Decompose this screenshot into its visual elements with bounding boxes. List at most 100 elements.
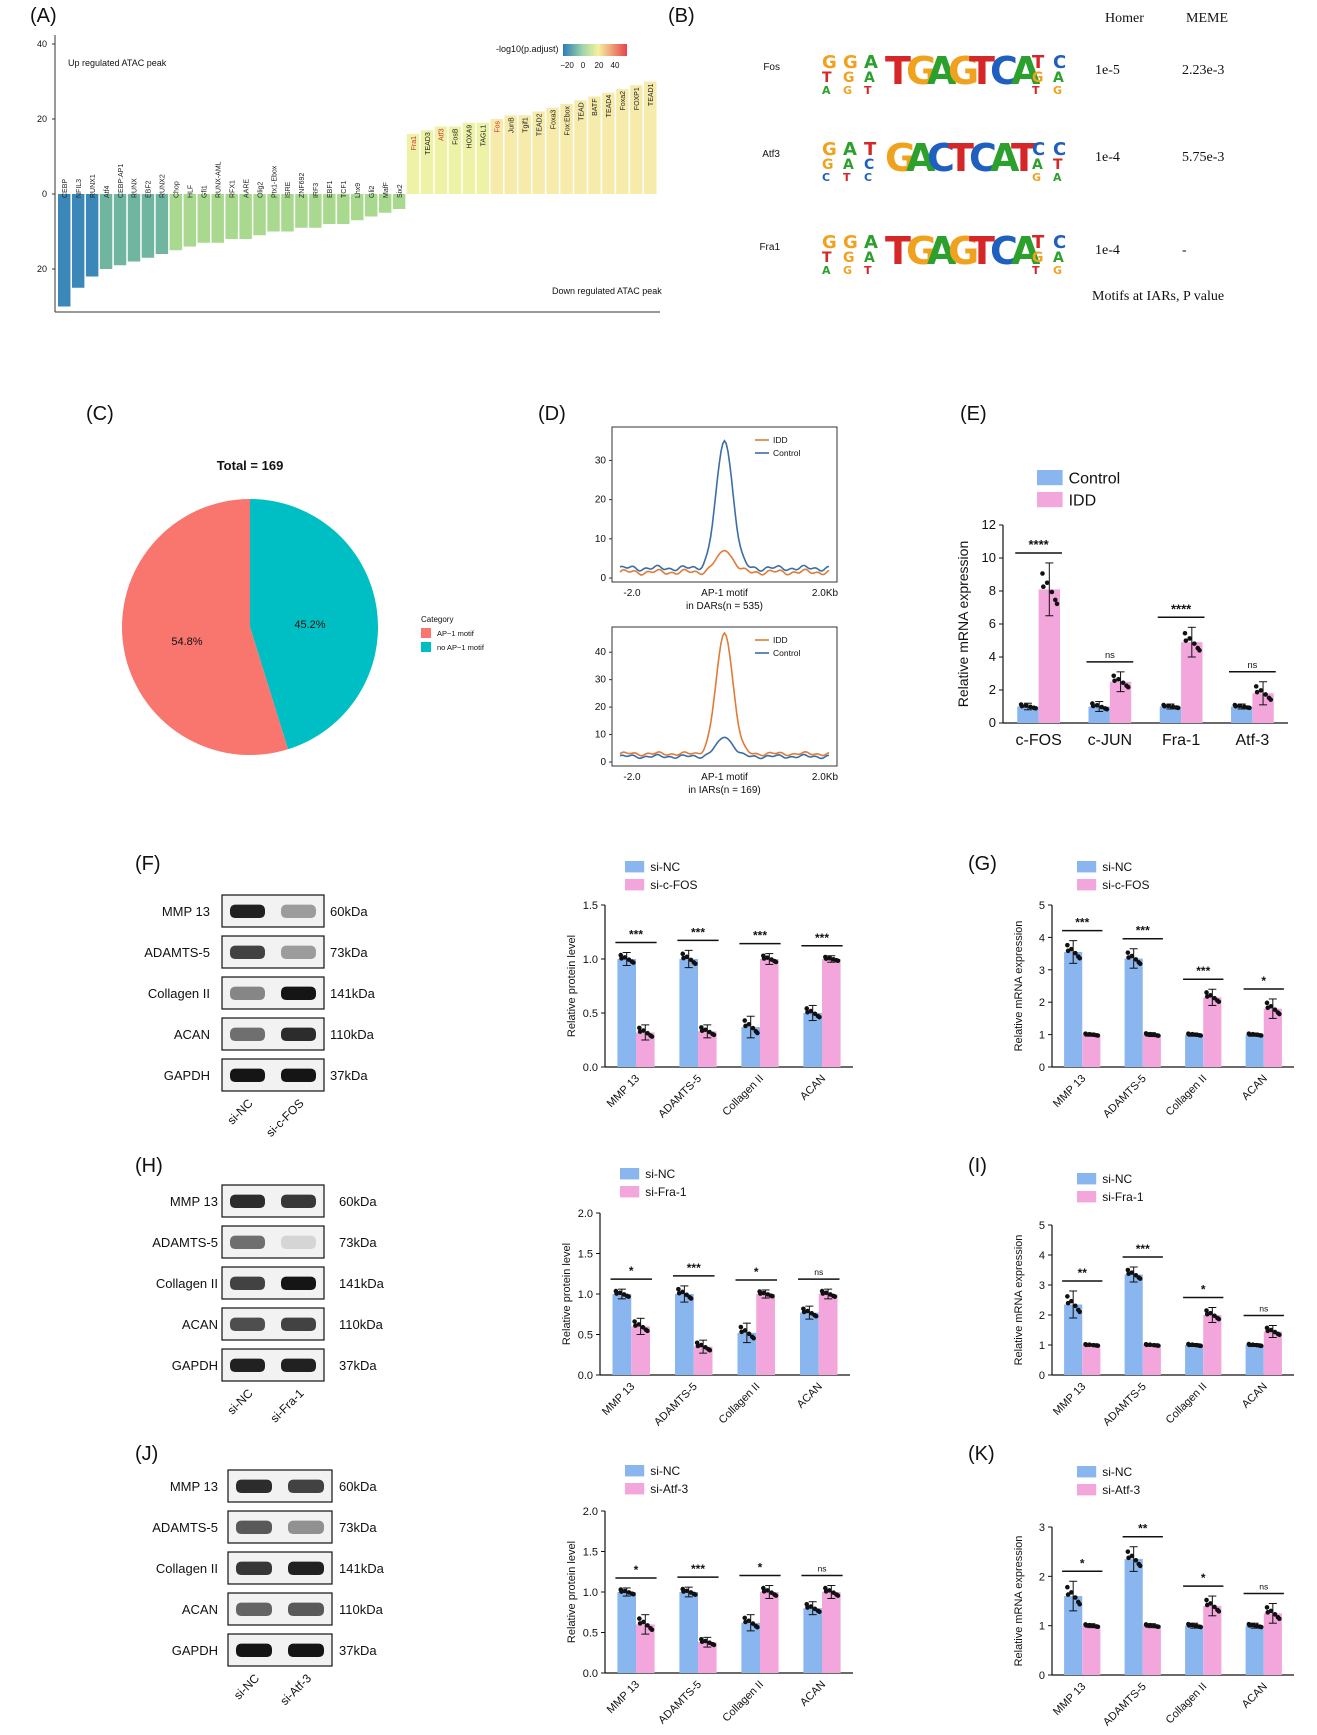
- b-logo-letter: A: [927, 229, 957, 273]
- bar-mark: [803, 1608, 822, 1673]
- b-logo-letter: A: [843, 139, 857, 160]
- bar-mark: [1185, 1625, 1204, 1675]
- b-logo-letter: A: [927, 49, 957, 93]
- bar-point: [1183, 638, 1189, 643]
- bar-legend-label: si-Fra-1: [1102, 1190, 1144, 1204]
- bar-mark: [1142, 1034, 1161, 1067]
- d-x-tick-label: -2.0: [623, 772, 641, 783]
- b-logo-letter: G: [822, 157, 834, 173]
- a-bar: [295, 194, 308, 228]
- bar-mark: [818, 1294, 838, 1375]
- bar-y-tick-label: 1: [1039, 1340, 1045, 1352]
- bar-sig-label: *: [754, 1265, 759, 1279]
- bar-point: [1170, 704, 1176, 710]
- d-x-label: AP-1 motif: [701, 588, 748, 599]
- c-pie-slice: [122, 499, 289, 755]
- blot-band: [281, 1235, 316, 1250]
- bar-sig-label: *: [1201, 1283, 1206, 1297]
- b-logo-letter: A: [864, 250, 875, 266]
- bar-point: [688, 957, 694, 963]
- blot-band: [236, 1520, 272, 1535]
- c-legend-label: AP−1 motif: [437, 629, 475, 638]
- a-bar-label: Six2: [397, 184, 404, 198]
- d-legend-label: Control: [773, 448, 801, 458]
- bar-sig-label: *: [634, 1563, 639, 1577]
- panel-letter: (D): [538, 403, 566, 425]
- blot-kda-label: 141kDa: [330, 986, 376, 1001]
- bar-point: [1111, 673, 1117, 679]
- bar-mark: [1082, 1625, 1101, 1675]
- bar-point: [649, 1627, 655, 1633]
- bar-point: [1253, 684, 1259, 689]
- bar-mark: [803, 1013, 822, 1067]
- a-colorbar-tick: −20: [560, 61, 574, 70]
- a-bar: [364, 194, 378, 217]
- panel-letter: (H): [135, 1155, 163, 1177]
- blot-lane-label: si-Fra-1: [267, 1386, 306, 1425]
- b-logo-letter: G: [843, 52, 858, 73]
- bar-point: [1186, 1623, 1192, 1628]
- panel-letter: (C): [86, 403, 114, 425]
- c-legend-swatch: [421, 642, 431, 652]
- bar-point: [707, 1029, 712, 1035]
- d-x-tick-label: 2.0Kb: [812, 588, 839, 599]
- bar-point: [770, 1293, 775, 1299]
- bar-point: [1069, 1590, 1074, 1595]
- blot-band: [281, 1027, 316, 1042]
- blot-kda-label: 73kDa: [339, 1235, 377, 1250]
- bar-point: [1190, 1342, 1195, 1347]
- bar-point: [817, 1609, 822, 1615]
- bar-sig-label: *: [1201, 1571, 1206, 1585]
- b-logo-letter: C: [822, 171, 830, 184]
- bar-point: [1216, 999, 1222, 1005]
- blot-band: [288, 1520, 324, 1535]
- bar-mark: [1017, 706, 1039, 723]
- bar-category-label: Collagen II: [1164, 1681, 1210, 1727]
- bar-point: [681, 955, 686, 961]
- bar-point: [1156, 1624, 1161, 1630]
- a-bar: [71, 194, 85, 288]
- bar-category-label: Fra-1: [1162, 732, 1200, 749]
- bar-point: [1277, 1616, 1282, 1622]
- b-homer-value: 1e-4: [1095, 150, 1120, 165]
- b-logo-letter: G: [906, 49, 937, 93]
- b-logo-letter: C: [990, 229, 1018, 273]
- d-series-line: [619, 736, 830, 760]
- bar-point: [1194, 1342, 1199, 1348]
- a-bar: [85, 194, 99, 277]
- a-bar-label: RUNX1: [90, 174, 97, 198]
- bar-sig-label: ***: [815, 931, 829, 945]
- bar-point: [637, 1025, 642, 1031]
- bar-point: [773, 959, 779, 965]
- b-meme-value: 5.75e-3: [1182, 150, 1224, 165]
- b-logo-letter: G: [885, 136, 916, 180]
- a-bar-label: TAGL1: [481, 125, 488, 147]
- bar-y-tick-label: 0.5: [583, 1008, 598, 1020]
- bar-point: [631, 960, 636, 965]
- bar-point: [1265, 1005, 1271, 1011]
- b-motif-name: Fra1: [759, 242, 780, 253]
- a-bar-label: Chop: [174, 181, 181, 198]
- bar-point: [707, 1640, 712, 1646]
- bar-category-label: ACAN: [798, 1679, 828, 1709]
- b-logo-letter: G: [948, 229, 979, 273]
- bar-y-label: Relative mRNA expression: [1013, 1536, 1025, 1667]
- bar-y-tick-label: 3: [1039, 1522, 1045, 1534]
- bar-point: [1204, 994, 1210, 999]
- bar-point: [1094, 702, 1100, 708]
- a-bar: [267, 194, 280, 232]
- bar-mark: [741, 1622, 760, 1673]
- bar-point: [812, 1011, 818, 1017]
- bar-legend-swatch: [625, 861, 645, 873]
- bar-point: [823, 1589, 829, 1594]
- bar-category-label: Collagen II: [717, 1381, 763, 1427]
- b-caption: Motifs at IARs, P value: [1092, 289, 1224, 304]
- b-logo-letter: A: [864, 52, 878, 73]
- blot-band: [288, 1561, 324, 1576]
- a-bar: [476, 122, 490, 194]
- a-bar-label: Atf4: [104, 185, 111, 198]
- bar-point: [820, 1291, 826, 1296]
- b-logo-letter: T: [1053, 157, 1063, 173]
- b-homer-value: 1e-4: [1095, 243, 1120, 258]
- bar-category-label: ADAMTS-5: [656, 1679, 704, 1727]
